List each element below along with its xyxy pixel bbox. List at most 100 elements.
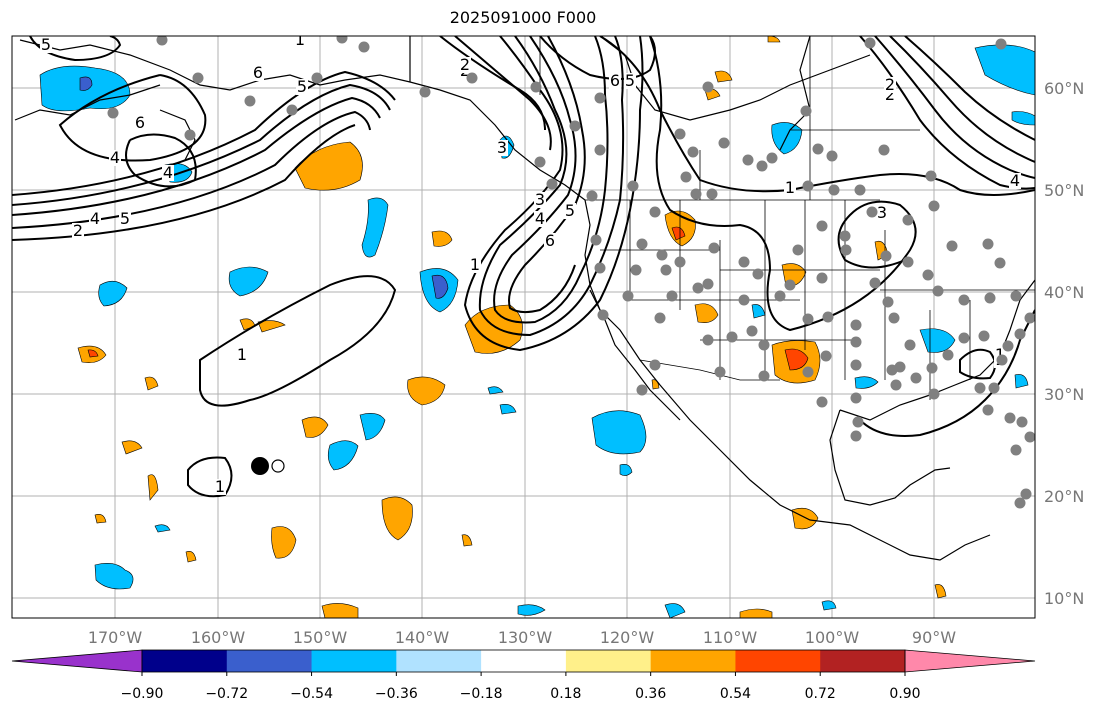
station-dot — [530, 81, 542, 93]
contour-label: 5 — [41, 35, 51, 54]
station-dot — [636, 238, 648, 250]
station-dot — [466, 72, 478, 84]
station-dot — [852, 416, 864, 428]
station-dot — [958, 332, 970, 344]
pos-patch — [407, 376, 446, 406]
station-dot — [706, 188, 718, 200]
pos-patch — [94, 514, 107, 524]
station-dot — [880, 250, 892, 262]
anomaly-patches — [39, 36, 1035, 618]
lon-label: 150°W — [293, 628, 348, 647]
station-dot — [792, 244, 804, 256]
neg-patch — [98, 280, 128, 307]
station-dot — [594, 144, 606, 156]
station-dot — [850, 319, 862, 331]
station-dot — [816, 272, 828, 284]
lon-label: 130°W — [498, 628, 553, 647]
station-dot — [816, 396, 828, 408]
pos-patch — [301, 416, 329, 438]
contour-label: 4 — [535, 209, 545, 228]
contour-label-bg — [534, 211, 546, 227]
station-dot — [660, 264, 672, 276]
station-dot — [680, 171, 692, 183]
station-dot — [192, 72, 204, 84]
station-dot — [597, 309, 609, 321]
neg-patch — [327, 440, 359, 471]
pos-patch — [694, 303, 719, 323]
contour-label-bg — [469, 257, 481, 273]
station-dot — [758, 370, 770, 382]
station-dot — [1010, 444, 1022, 456]
contour-label: 3 — [535, 190, 545, 209]
station-dot — [674, 256, 686, 268]
station-dot — [994, 257, 1006, 269]
contour-label-bg — [134, 115, 146, 131]
neg-patch — [154, 524, 171, 533]
station-dot — [742, 154, 754, 166]
station-dot — [826, 150, 838, 162]
colorbar-segment — [565, 650, 652, 672]
contour-label: 1 — [295, 30, 305, 49]
station-dot — [546, 178, 558, 190]
pos-patch — [791, 507, 819, 530]
station-dot — [1020, 488, 1032, 500]
contour-label-bg — [119, 211, 131, 227]
lat-label: 50°N — [1044, 181, 1084, 200]
colorbar-segment — [311, 650, 397, 672]
station-dot — [850, 392, 862, 404]
station-dot — [850, 336, 862, 348]
station-dot — [928, 200, 940, 212]
station-dot — [1014, 328, 1026, 340]
contour-label-bg — [1009, 173, 1021, 189]
station-dot — [702, 278, 714, 290]
contour-labels: 564645452126514563111321364221 — [40, 30, 1021, 496]
contour-label: 5 — [120, 209, 130, 228]
station-dot — [690, 188, 702, 200]
colorbar-labels: −0.90 −0.72 −0.54 −0.36 −0.18 0.18 0.36 0.54 0.7… — [121, 672, 921, 702]
plot-area — [12, 36, 1035, 618]
station-dot — [802, 180, 814, 192]
station-dot — [708, 242, 720, 254]
colorbar-min-extend — [11, 649, 143, 673]
contour-label: 6 — [253, 63, 263, 82]
station-dot — [1002, 340, 1014, 352]
station-dot — [926, 362, 938, 374]
station-dot — [996, 354, 1008, 366]
neg-patch — [431, 274, 449, 299]
colorbar-segment — [142, 650, 228, 672]
contour-label-bg — [876, 205, 888, 221]
station-dot — [946, 240, 958, 252]
station-dot — [156, 36, 168, 46]
station-dot — [904, 339, 916, 351]
contour-label-bg — [162, 165, 174, 181]
contour-label-bg — [544, 233, 556, 249]
pos-patch — [381, 496, 413, 541]
contour-label: 1 — [237, 345, 247, 364]
lat-label: 40°N — [1044, 283, 1084, 302]
contour-label-bg — [236, 347, 248, 363]
lon-label: 170°W — [88, 628, 143, 647]
contour-label-bg — [784, 180, 796, 196]
station-dot — [958, 294, 970, 306]
neg-patch — [79, 76, 93, 91]
station-dot — [942, 349, 954, 361]
station-dot — [654, 312, 666, 324]
lon-label: 110°W — [703, 628, 758, 647]
neg-patch — [1011, 111, 1035, 126]
station-dot — [590, 234, 602, 246]
station-dot — [1024, 431, 1035, 443]
pos-patch — [934, 584, 947, 599]
contour-label: 1 — [995, 345, 1005, 364]
contour-label-bg — [252, 65, 264, 81]
pos-patch — [87, 349, 99, 358]
contour-label: 6 — [135, 113, 145, 132]
colorbar-tick-label: 0.54 — [720, 686, 751, 702]
contour-label-bg — [459, 57, 471, 73]
station-dot — [358, 41, 370, 53]
neg-patch — [228, 266, 269, 297]
station-dot — [336, 36, 348, 44]
contour-label-bg — [109, 150, 121, 166]
colorbar-tick-label: 0.18 — [550, 686, 581, 702]
lon-label: 160°W — [191, 628, 246, 647]
latitude-labels: 60°N 50°N 40°N 30°N 20°N 10°N — [1044, 79, 1084, 608]
